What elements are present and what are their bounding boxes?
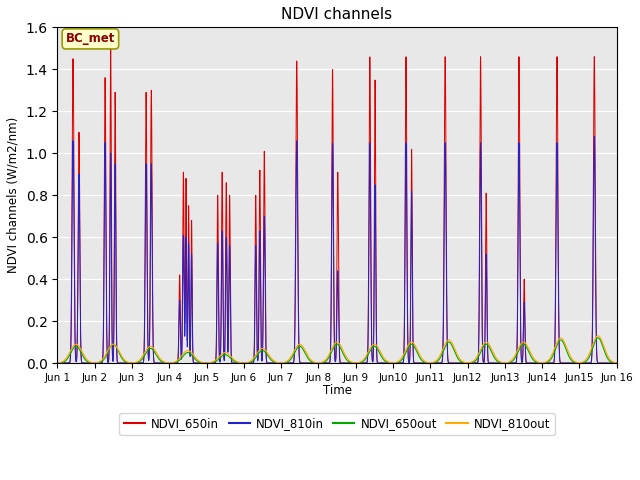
NDVI_810out xyxy=(494,357,502,362)
NDVI_810in xyxy=(591,133,598,139)
Legend: NDVI_650in, NDVI_810in, NDVI_650out, NDVI_810out: NDVI_650in, NDVI_810in, NDVI_650out, NDV… xyxy=(119,413,555,435)
NDVI_650out xyxy=(167,360,175,366)
Line: NDVI_650out: NDVI_650out xyxy=(58,338,617,363)
Line: NDVI_810out: NDVI_810out xyxy=(58,336,617,363)
X-axis label: Time: Time xyxy=(323,384,351,397)
NDVI_650out xyxy=(611,360,619,366)
NDVI_650out xyxy=(54,360,61,366)
Y-axis label: NDVI channels (W/m2/nm): NDVI channels (W/m2/nm) xyxy=(7,117,20,273)
NDVI_810out xyxy=(54,360,61,366)
NDVI_650out xyxy=(613,360,621,366)
NDVI_650in xyxy=(54,360,61,366)
NDVI_650in xyxy=(611,360,619,366)
Line: NDVI_650in: NDVI_650in xyxy=(58,48,617,363)
NDVI_650in xyxy=(415,360,422,366)
NDVI_810in xyxy=(54,360,61,366)
NDVI_650in xyxy=(263,360,271,365)
NDVI_810out xyxy=(263,349,271,355)
NDVI_810in xyxy=(494,360,502,366)
NDVI_650in xyxy=(613,360,621,366)
NDVI_810in xyxy=(167,360,175,366)
Line: NDVI_810in: NDVI_810in xyxy=(58,136,617,363)
NDVI_810out xyxy=(173,358,181,363)
NDVI_810out xyxy=(414,349,422,355)
NDVI_650in xyxy=(107,46,115,51)
NDVI_650out xyxy=(594,335,602,341)
Title: NDVI channels: NDVI channels xyxy=(282,7,392,22)
NDVI_650out xyxy=(263,351,271,357)
Text: BC_met: BC_met xyxy=(66,32,115,46)
NDVI_810out xyxy=(167,360,175,366)
NDVI_650out xyxy=(173,359,181,365)
NDVI_810out xyxy=(594,333,602,339)
NDVI_650in xyxy=(494,360,502,366)
NDVI_810in xyxy=(611,360,619,366)
NDVI_810in xyxy=(414,360,422,366)
NDVI_810in xyxy=(613,360,621,366)
NDVI_650out xyxy=(494,359,502,364)
NDVI_650out xyxy=(414,352,422,358)
NDVI_650in xyxy=(173,360,181,366)
NDVI_810out xyxy=(611,360,619,365)
NDVI_810in xyxy=(263,360,271,365)
NDVI_810out xyxy=(613,360,621,366)
NDVI_810in xyxy=(173,360,181,366)
NDVI_650in xyxy=(167,360,175,366)
